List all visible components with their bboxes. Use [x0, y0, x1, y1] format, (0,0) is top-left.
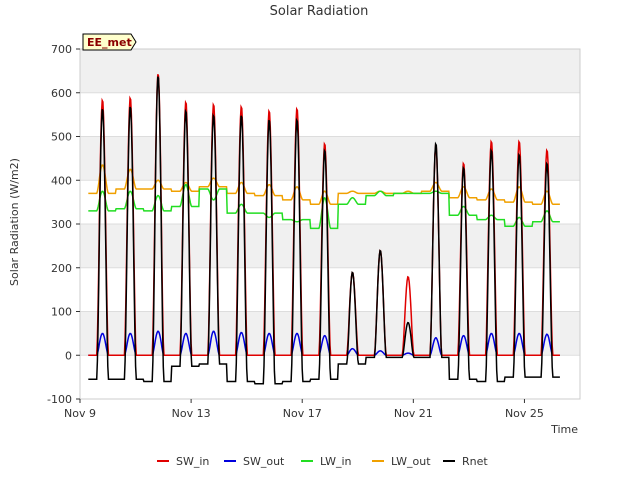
series-line-rnet	[88, 76, 560, 385]
site-badge-label: EE_met	[87, 36, 132, 49]
x-tick-label: Nov 25	[505, 407, 544, 420]
x-axis-label: Time	[550, 423, 578, 436]
y-tick-label: -100	[47, 393, 72, 406]
x-tick-label: Nov 17	[283, 407, 322, 420]
legend-item-rnet: Rnet	[443, 455, 488, 468]
legend-item-sw-in: SW_in	[157, 455, 209, 468]
x-tick-label: Nov 9	[64, 407, 96, 420]
y-axis-label: Solar Radiation (W/m2)	[8, 158, 21, 286]
series-lines	[88, 73, 560, 385]
legend-label: SW_in	[176, 455, 209, 468]
y-tick-label: 300	[51, 218, 72, 231]
legend: SW_in SW_out LW_in LW_out Rnet	[157, 455, 488, 468]
series-line-lw-in	[88, 183, 560, 230]
y-tick-label: 100	[51, 306, 72, 319]
series-line-lw-out	[88, 164, 560, 206]
x-tick-label: Nov 13	[172, 407, 211, 420]
y-tick-label: 500	[51, 131, 72, 144]
x-tick-label: Nov 21	[394, 407, 433, 420]
background-band	[80, 136, 580, 181]
site-badge: EE_met	[82, 33, 137, 51]
background-band	[80, 92, 580, 137]
background-band	[80, 267, 580, 312]
legend-label: Rnet	[462, 455, 488, 468]
y-tick-label: 0	[65, 349, 72, 362]
background-band	[80, 224, 580, 268]
legend-label: LW_out	[391, 455, 431, 468]
legend-label: LW_in	[320, 455, 352, 468]
legend-item-lw-in: LW_in	[301, 455, 352, 468]
y-tick-label: 700	[51, 43, 72, 56]
y-tick-label: 200	[51, 262, 72, 275]
background-band	[80, 49, 580, 93]
y-tick-label: 600	[51, 87, 72, 100]
legend-item-sw-out: SW_out	[224, 455, 285, 468]
legend-label: SW_out	[243, 455, 285, 468]
x-axis-ticks: Nov 9 Nov 13 Nov 17 Nov 21 Nov 25	[64, 399, 544, 420]
chart-title: Solar Radiation	[270, 4, 369, 19]
legend-item-lw-out: LW_out	[372, 455, 431, 468]
y-tick-label: 400	[51, 174, 72, 187]
y-axis-ticks: -100 0 100 200 300 400 500 600 700	[47, 43, 80, 406]
